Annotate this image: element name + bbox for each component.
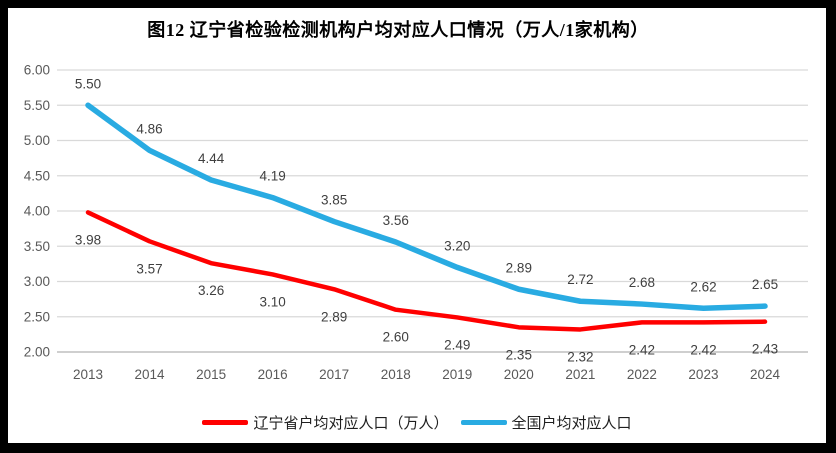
chart-title: 图12 辽宁省检验检测机构户均对应人口情况（万人/1家机构） [147, 20, 649, 40]
svg-text:2.72: 2.72 [567, 272, 593, 287]
svg-text:2019: 2019 [442, 367, 472, 382]
svg-text:2.89: 2.89 [321, 309, 347, 324]
svg-text:2023: 2023 [688, 367, 718, 382]
svg-text:2014: 2014 [135, 367, 166, 382]
svg-text:4.44: 4.44 [198, 151, 225, 166]
legend-label-national: 全国户均对应人口 [511, 414, 632, 432]
svg-text:3.26: 3.26 [198, 283, 224, 298]
svg-text:4.00: 4.00 [24, 204, 50, 219]
svg-text:5.50: 5.50 [24, 98, 50, 113]
svg-text:2.49: 2.49 [444, 337, 470, 352]
svg-text:4.50: 4.50 [24, 168, 50, 183]
chart-legend: 辽宁省户均对应人口（万人） 全国户均对应人口 [8, 408, 826, 436]
svg-text:6.00: 6.00 [24, 63, 50, 78]
legend-label-liaoning: 辽宁省户均对应人口（万人） [253, 414, 449, 432]
svg-text:2.62: 2.62 [690, 279, 716, 294]
svg-text:2.00: 2.00 [24, 345, 50, 360]
legend-swatch-national [460, 419, 507, 425]
svg-text:3.50: 3.50 [24, 239, 50, 254]
svg-text:2015: 2015 [196, 367, 226, 382]
svg-text:2.89: 2.89 [506, 260, 532, 275]
svg-text:3.10: 3.10 [259, 294, 285, 309]
svg-text:2.42: 2.42 [629, 342, 655, 357]
svg-text:2.60: 2.60 [383, 330, 409, 345]
svg-text:3.57: 3.57 [136, 261, 162, 276]
svg-text:3.98: 3.98 [75, 232, 101, 247]
svg-text:2016: 2016 [258, 367, 288, 382]
svg-text:2.50: 2.50 [24, 309, 50, 324]
svg-text:2.68: 2.68 [629, 275, 655, 290]
svg-text:2024: 2024 [750, 367, 781, 382]
svg-text:2017: 2017 [319, 367, 349, 382]
svg-text:2022: 2022 [627, 367, 657, 382]
svg-text:3.85: 3.85 [321, 193, 347, 208]
legend-item-national: 全国户均对应人口 [460, 412, 632, 433]
svg-text:5.50: 5.50 [75, 76, 101, 91]
svg-text:3.20: 3.20 [444, 238, 470, 253]
legend-swatch-liaoning [202, 419, 249, 425]
line-chart: 6.00 5.50 5.00 4.50 4.00 3.50 3.00 2.50 2.00 2013… [24, 63, 808, 382]
svg-text:2.42: 2.42 [690, 342, 716, 357]
svg-text:2021: 2021 [565, 367, 595, 382]
svg-text:4.19: 4.19 [259, 169, 285, 184]
svg-text:2013: 2013 [73, 367, 103, 382]
svg-text:2.32: 2.32 [567, 349, 593, 364]
svg-text:4.86: 4.86 [136, 121, 162, 136]
svg-text:2.35: 2.35 [506, 347, 532, 362]
svg-text:2020: 2020 [504, 367, 534, 382]
svg-text:2018: 2018 [381, 367, 411, 382]
svg-text:3.56: 3.56 [383, 213, 409, 228]
legend-item-liaoning: 辽宁省户均对应人口（万人） [202, 412, 449, 433]
svg-text:5.00: 5.00 [24, 133, 50, 148]
svg-text:2.65: 2.65 [752, 277, 778, 292]
svg-text:3.00: 3.00 [24, 274, 50, 289]
svg-text:2.43: 2.43 [752, 342, 778, 357]
